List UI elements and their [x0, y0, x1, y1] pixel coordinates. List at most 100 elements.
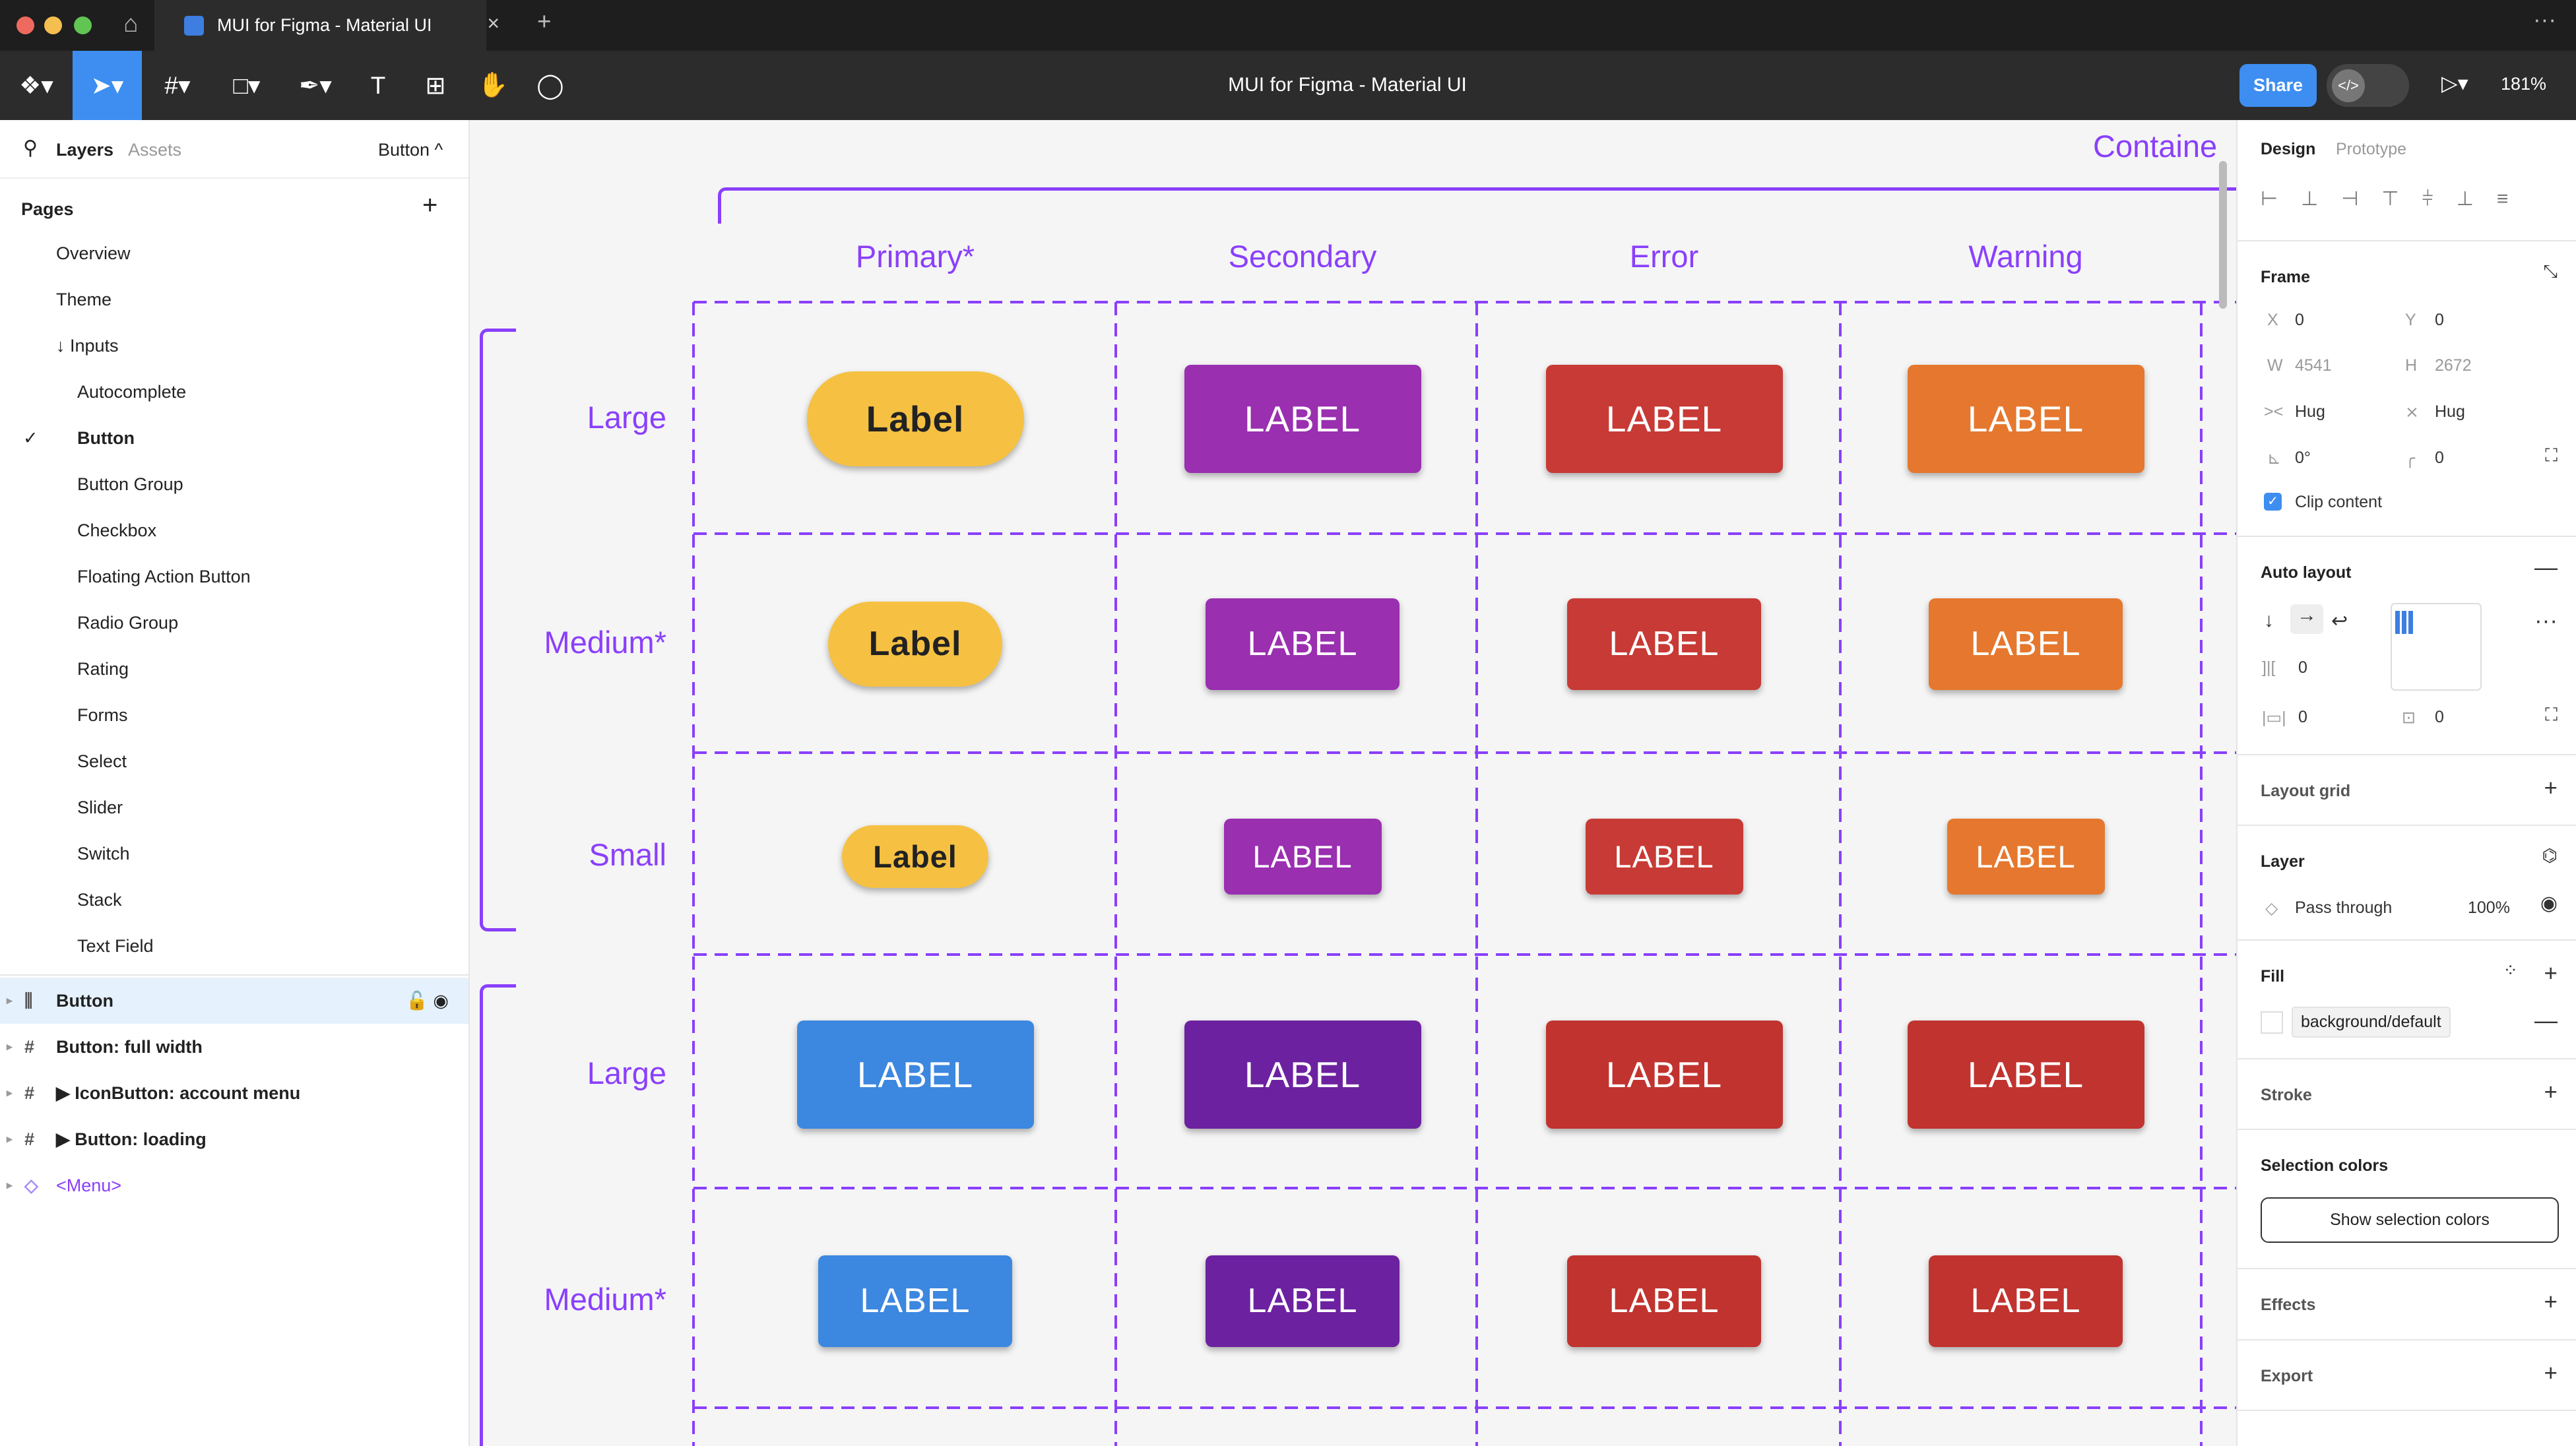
tab-layers[interactable]: Layers [56, 140, 113, 160]
more-icon[interactable]: ··· [2533, 7, 2556, 33]
home-icon[interactable]: ⌂ [123, 10, 138, 38]
add-export-icon[interactable]: + [2544, 1360, 2558, 1387]
page-item[interactable]: Button Group [0, 461, 468, 507]
mui-button[interactable]: LABEL [1224, 819, 1382, 895]
visibility-eye-icon[interactable]: ◉ [2540, 892, 2558, 915]
page-item[interactable]: Slider [0, 784, 468, 831]
add-layout-grid-icon[interactable]: + [2544, 775, 2558, 802]
browser-tab[interactable]: MUI for Figma - Material UI × [154, 0, 486, 51]
mui-button[interactable]: LABEL [1184, 1021, 1421, 1129]
layer-item[interactable]: ▸#▶ Button: loading [0, 1116, 468, 1162]
expand-caret-icon[interactable]: ▸ [7, 1116, 13, 1162]
layer-item[interactable]: ▸#Button: full width [0, 1024, 468, 1070]
mui-button[interactable]: LABEL [818, 1255, 1012, 1347]
height-mode-select[interactable]: Hug [2435, 402, 2465, 422]
present-icon[interactable]: ▷▾ [2441, 71, 2468, 96]
file-title[interactable]: MUI for Figma - Material UI [0, 74, 2576, 96]
independent-corners-icon[interactable]: ⛶ [2545, 445, 2558, 466]
dev-mode-toggle[interactable]: </> [2327, 64, 2409, 107]
component-props-icon[interactable]: ⌬ [2542, 846, 2558, 866]
page-item[interactable]: Floating Action Button [0, 553, 468, 600]
mui-button[interactable]: LABEL [1929, 1255, 2123, 1347]
opacity-input[interactable]: 100% [2468, 898, 2510, 918]
radius-input[interactable]: 0 [2435, 449, 2444, 468]
page-selector[interactable]: Button ^ [378, 140, 443, 160]
individual-padding-icon[interactable]: ⛶ [2545, 705, 2558, 726]
mui-button[interactable]: LABEL [1206, 598, 1400, 690]
page-item[interactable]: ✓Button [0, 415, 468, 461]
mui-button[interactable]: LABEL [797, 1021, 1034, 1129]
page-item[interactable]: Checkbox [0, 507, 468, 553]
layer-item[interactable]: ▸⫼Button🔓 ◉ [0, 978, 468, 1024]
mui-button[interactable]: LABEL [1947, 819, 2105, 895]
mui-button[interactable]: LABEL [1546, 365, 1783, 473]
add-fill-icon[interactable]: + [2544, 960, 2558, 987]
share-button[interactable]: Share [2239, 64, 2317, 107]
canvas[interactable]: Containe Primary*SecondaryErrorWarningLa… [470, 120, 2236, 1446]
close-window-button[interactable] [16, 16, 34, 34]
x-input[interactable]: 0 [2295, 311, 2304, 330]
new-tab-button[interactable]: + [537, 8, 552, 36]
alignment-grid[interactable] [2391, 603, 2482, 691]
mui-button[interactable]: LABEL [1184, 365, 1421, 473]
page-item[interactable]: ↓ Inputs [0, 323, 468, 369]
mui-button[interactable]: Label [828, 602, 1002, 687]
lock-eye-icons[interactable]: 🔓 ◉ [406, 978, 449, 1024]
clip-content-checkbox[interactable]: ✓ [2264, 493, 2282, 511]
resize-to-fit-icon[interactable]: ⤡ [2543, 261, 2558, 282]
search-icon[interactable]: ⚲ [23, 137, 38, 160]
styles-icon[interactable]: ⁘ [2503, 960, 2518, 981]
tab-design[interactable]: Design [2261, 140, 2315, 159]
mui-button[interactable]: LABEL [1586, 819, 1743, 895]
blend-mode-select[interactable]: Pass through [2295, 898, 2392, 918]
mui-button[interactable]: LABEL [1908, 1021, 2144, 1129]
canvas-scrollbar[interactable] [2219, 161, 2227, 309]
expand-caret-icon[interactable]: ▸ [7, 978, 13, 1024]
wrap-icon[interactable]: ↩ [2331, 610, 2348, 633]
mui-button[interactable]: Label [842, 825, 988, 888]
width-input[interactable]: 4541 [2295, 356, 2332, 375]
mui-button[interactable]: LABEL [1908, 365, 2144, 473]
horizontal-padding-input[interactable]: 0 [2298, 708, 2307, 727]
gap-input[interactable]: 0 [2298, 658, 2307, 677]
zoom-level[interactable]: 181% [2501, 74, 2546, 94]
page-item[interactable]: Rating [0, 646, 468, 692]
mui-button[interactable]: LABEL [1206, 1255, 1400, 1347]
mui-button[interactable]: LABEL [1929, 598, 2123, 690]
expand-caret-icon[interactable]: ▸ [7, 1070, 13, 1116]
expand-caret-icon[interactable]: ▸ [7, 1162, 13, 1209]
vertical-padding-input[interactable]: 0 [2435, 708, 2444, 727]
rotation-input[interactable]: 0° [2295, 449, 2311, 468]
page-item[interactable]: Switch [0, 831, 468, 877]
minimize-window-button[interactable] [44, 16, 62, 34]
horizontal-direction-icon[interactable]: → [2290, 604, 2323, 634]
show-selection-colors-button[interactable]: Show selection colors [2261, 1197, 2559, 1243]
mui-button[interactable]: LABEL [1546, 1021, 1783, 1129]
layer-item[interactable]: ▸◇<Menu> [0, 1162, 468, 1209]
fill-style[interactable]: background/default [2292, 1007, 2451, 1038]
page-item[interactable]: Forms [0, 692, 468, 738]
layer-item[interactable]: ▸#▶ IconButton: account menu [0, 1070, 468, 1116]
fill-swatch[interactable] [2261, 1011, 2283, 1034]
width-mode-select[interactable]: Hug [2295, 402, 2325, 422]
expand-caret-icon[interactable]: ▸ [7, 1024, 13, 1070]
maximize-window-button[interactable] [74, 16, 92, 34]
page-item[interactable]: Select [0, 738, 468, 784]
page-item[interactable]: Radio Group [0, 600, 468, 646]
more-options-icon[interactable]: ··· [2534, 608, 2558, 634]
mui-button[interactable]: LABEL [1567, 598, 1761, 690]
align-icons[interactable]: ⊢⊥⊣⊤⫩⊥≡ [2261, 187, 2531, 210]
tab-prototype[interactable]: Prototype [2336, 140, 2406, 159]
tab-assets[interactable]: Assets [128, 140, 181, 160]
page-item[interactable]: Text Field [0, 923, 468, 969]
page-item[interactable]: Autocomplete [0, 369, 468, 415]
add-stroke-icon[interactable]: + [2544, 1079, 2558, 1106]
page-item[interactable]: Overview [0, 230, 468, 276]
add-effect-icon[interactable]: + [2544, 1289, 2558, 1315]
mui-button[interactable]: LABEL [1567, 1255, 1761, 1347]
vertical-direction-icon[interactable]: ↓ [2264, 610, 2274, 632]
height-input[interactable]: 2672 [2435, 356, 2472, 375]
mui-button[interactable]: Label [807, 371, 1024, 466]
remove-auto-layout-icon[interactable]: — [2534, 555, 2558, 581]
page-item[interactable]: Stack [0, 877, 468, 923]
